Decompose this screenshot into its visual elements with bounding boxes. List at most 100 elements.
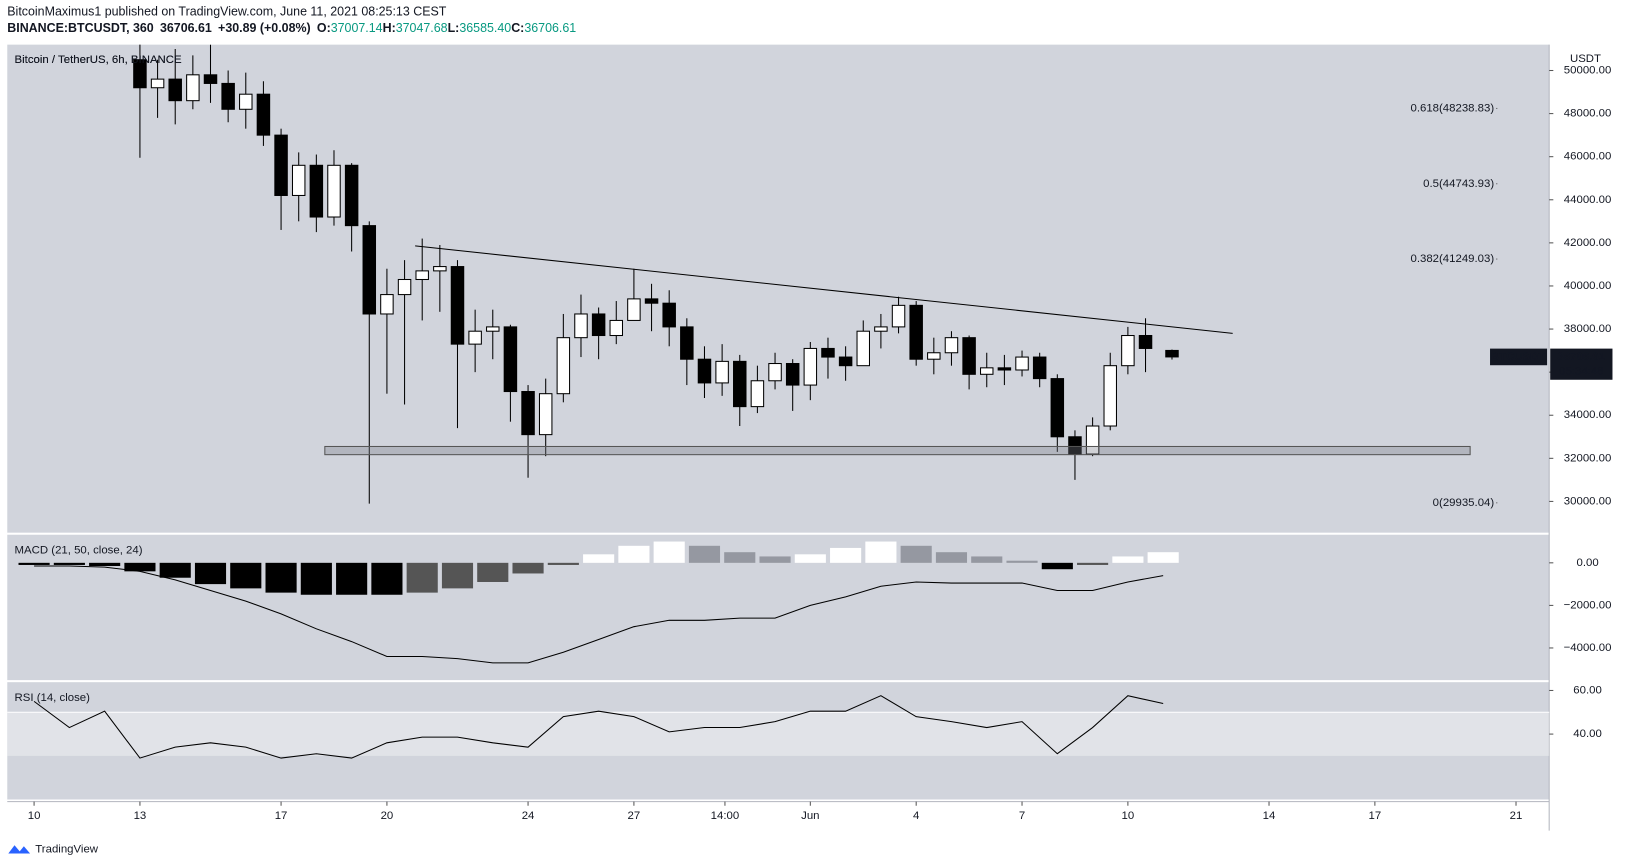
macd-bar <box>935 552 968 563</box>
x-tick-label: 27 <box>628 810 641 822</box>
candle-body <box>186 74 200 102</box>
x-tick-label: 4 <box>913 810 920 822</box>
ohlc-label: L: <box>448 21 460 35</box>
candle-body <box>1068 436 1082 455</box>
x-tick-label: 7 <box>1019 810 1025 822</box>
price-label: 36706.61 <box>1558 351 1606 363</box>
candle-body <box>362 225 377 315</box>
macd-bar <box>53 562 85 565</box>
footer-brand: TradingView <box>35 843 99 855</box>
candle-body <box>574 313 588 339</box>
candle-body <box>1121 334 1135 367</box>
y-tick-label: 32000.00 <box>1564 452 1612 464</box>
macd-bar <box>1041 562 1073 570</box>
macd-bar <box>441 562 474 589</box>
x-tick-label: 17 <box>1369 810 1382 822</box>
candle-body <box>203 74 218 84</box>
fib-label: 0(29935.04) <box>1433 497 1495 509</box>
macd-bar <box>1112 556 1144 563</box>
candle-body <box>556 337 571 395</box>
candle-body <box>1032 356 1047 380</box>
candle-body <box>591 313 606 337</box>
symbol-box <box>1490 348 1548 366</box>
symbol: BINANCE:BTCUSDT, 360 <box>7 21 154 35</box>
y-tick-label: 42000.00 <box>1564 237 1612 249</box>
macd-bar <box>1006 560 1038 563</box>
y-tick-label: 50000.00 <box>1564 65 1612 77</box>
candle-body <box>785 363 800 386</box>
candle-body <box>1085 425 1100 455</box>
candle-body <box>733 360 747 408</box>
ohlc-label: C: <box>511 21 524 35</box>
tv-logo <box>8 845 31 854</box>
macd-bar <box>583 554 615 563</box>
macd-bar <box>547 562 579 565</box>
candle-body <box>715 360 729 384</box>
ohlc-value: 37047.68 <box>396 21 448 35</box>
candle-body <box>468 330 482 345</box>
macd-bar <box>618 545 650 563</box>
last-price: 36706.61 <box>160 21 212 35</box>
candle-body <box>856 330 870 367</box>
x-tick-label: 10 <box>1122 810 1135 822</box>
candle-body <box>697 358 712 384</box>
macd-bar <box>371 562 403 595</box>
candle-body <box>821 347 835 358</box>
ohlc-value: 37007.14 <box>331 21 383 35</box>
macd-bar <box>512 562 544 574</box>
ohlc-label: O: <box>317 21 331 35</box>
support-zone <box>324 445 1471 456</box>
macd-bar <box>724 552 756 563</box>
macd-bar <box>18 562 50 565</box>
macd-bar <box>300 562 332 595</box>
candle-body <box>874 326 888 332</box>
macd-bar <box>865 541 897 563</box>
x-tick-label: 14 <box>1263 810 1276 822</box>
candle-body <box>150 78 165 89</box>
candle-body <box>486 326 500 332</box>
x-tick-label: 21 <box>1510 810 1523 822</box>
x-tick-label: 14:00 <box>711 810 740 822</box>
candle-body <box>521 391 535 436</box>
macd-bar <box>336 562 368 595</box>
candle-body <box>662 302 676 328</box>
candle-body <box>538 393 553 436</box>
y-tick-label: 40.00 <box>1573 728 1602 740</box>
candle-body <box>962 337 976 375</box>
fib-label: 0.5(44743.93) <box>1423 178 1494 190</box>
pane-title: MACD (21, 50, close, 24) <box>15 544 143 556</box>
macd-bar <box>688 545 721 563</box>
fib-label: 0.382(41249.03) <box>1410 253 1494 265</box>
candle-body <box>168 78 182 102</box>
candle-body <box>415 270 429 281</box>
candle-body <box>344 164 359 227</box>
y-tick-label: −2000.00 <box>1564 599 1612 611</box>
candle-body <box>450 266 465 345</box>
macd-bar <box>1077 562 1109 565</box>
rsi-line <box>33 695 1164 759</box>
symbol-label: BTCUSDT <box>1491 351 1546 363</box>
macd-bar <box>265 562 297 593</box>
candle-body <box>768 363 782 382</box>
candle-body <box>239 93 253 110</box>
candle-body <box>291 164 306 196</box>
pane-title: RSI (14, close) <box>15 692 91 704</box>
y-tick-label: 38000.00 <box>1564 323 1612 335</box>
quote-line: BINANCE:BTCUSDT, 360 36706.61 +30.89 (+0.0… <box>7 21 576 35</box>
x-tick-label: 20 <box>381 810 394 822</box>
y-tick-label: 40000.00 <box>1564 280 1612 292</box>
macd-bar <box>1147 552 1179 563</box>
candle-body <box>503 326 518 393</box>
candle-body <box>627 298 641 321</box>
candle-body <box>609 319 624 337</box>
macd-bar <box>124 562 156 572</box>
macd-bar <box>159 562 191 578</box>
macd-bar <box>830 547 862 563</box>
y-tick-label: 44000.00 <box>1564 194 1612 206</box>
candles <box>133 44 1179 504</box>
macd-bar <box>971 556 1003 563</box>
candle-body <box>838 356 853 367</box>
candle-body <box>397 278 412 296</box>
candle-body <box>380 294 394 315</box>
